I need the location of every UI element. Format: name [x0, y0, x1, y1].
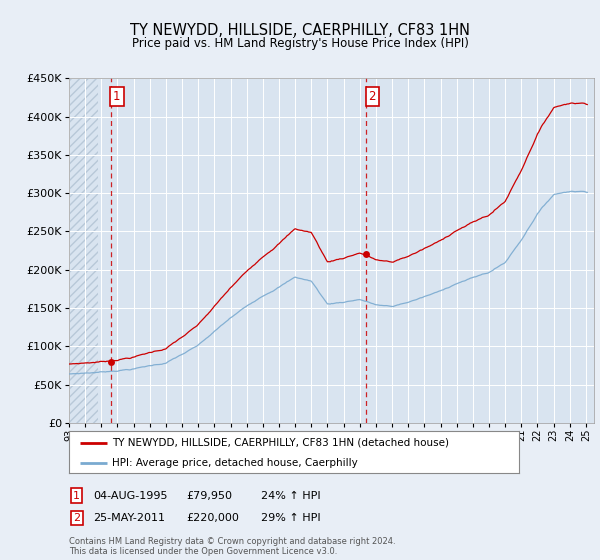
Text: 1: 1 [113, 90, 121, 103]
Text: 29% ↑ HPI: 29% ↑ HPI [261, 513, 320, 523]
Text: 24% ↑ HPI: 24% ↑ HPI [261, 491, 320, 501]
Text: 2: 2 [368, 90, 376, 103]
Text: £79,950: £79,950 [186, 491, 232, 501]
Text: Price paid vs. HM Land Registry's House Price Index (HPI): Price paid vs. HM Land Registry's House … [131, 37, 469, 50]
Text: Contains HM Land Registry data © Crown copyright and database right 2024.: Contains HM Land Registry data © Crown c… [69, 537, 395, 546]
Text: 2: 2 [73, 513, 80, 523]
Text: 25-MAY-2011: 25-MAY-2011 [93, 513, 165, 523]
Text: TY NEWYDD, HILLSIDE, CAERPHILLY, CF83 1HN (detached house): TY NEWYDD, HILLSIDE, CAERPHILLY, CF83 1H… [112, 438, 449, 448]
Text: TY NEWYDD, HILLSIDE, CAERPHILLY, CF83 1HN: TY NEWYDD, HILLSIDE, CAERPHILLY, CF83 1H… [130, 24, 470, 38]
Text: This data is licensed under the Open Government Licence v3.0.: This data is licensed under the Open Gov… [69, 547, 337, 556]
Text: HPI: Average price, detached house, Caerphilly: HPI: Average price, detached house, Caer… [112, 458, 358, 468]
Text: £220,000: £220,000 [186, 513, 239, 523]
Text: 1: 1 [73, 491, 80, 501]
Text: 04-AUG-1995: 04-AUG-1995 [93, 491, 167, 501]
